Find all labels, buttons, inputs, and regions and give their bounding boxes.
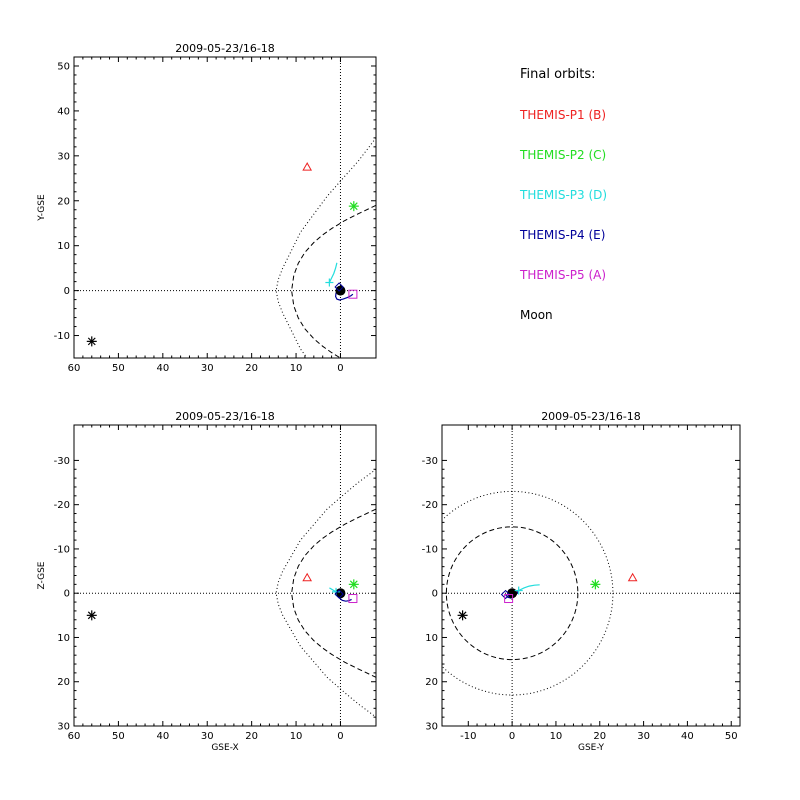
legend-item-p4: THEMIS-P4 (E) <box>520 228 606 242</box>
orbit-themis-p3-d <box>328 262 338 283</box>
x-tick-label: 40 <box>156 731 169 742</box>
panel-title: 2009-05-23/16-18 <box>541 410 641 423</box>
marker-stroke <box>349 202 358 211</box>
earth-marker <box>335 285 346 296</box>
y-tick-label: 10 <box>57 241 70 252</box>
marker-stroke <box>591 580 600 589</box>
marker-themis-p5-a <box>348 594 358 604</box>
marker-themis-p2-c <box>348 579 359 590</box>
x-tick-label: 50 <box>112 363 125 374</box>
x-tick-label: 50 <box>725 731 738 742</box>
legend-item-moon: Moon <box>520 308 553 322</box>
x-tick-label: 0 <box>509 731 515 742</box>
y-tick-label: 20 <box>57 196 70 207</box>
panel-bottom-left: 60 50 40 30 20 10 0 -30 -20 -10 0 10 20 30 2009-05-23/… <box>37 410 377 753</box>
marker-themis-p5-a <box>348 289 358 299</box>
panel-top-left: 60 50 40 30 20 10 0 -10 0 10 20 30 40 50 2009-05-23/16… <box>37 42 377 374</box>
x-tick-label: 20 <box>245 731 258 742</box>
bow-shock-curve <box>291 508 376 678</box>
plot-frame <box>73 56 377 359</box>
marker-themis-p1-b <box>627 572 638 582</box>
y-tick-label: -20 <box>54 500 70 511</box>
plot-frame <box>73 424 377 727</box>
marker-themis-p4-e <box>334 589 344 599</box>
x-tick-label: 30 <box>201 731 214 742</box>
y-tick-label: -10 <box>54 544 70 555</box>
y-tick-label: 10 <box>425 633 438 644</box>
x-tick-label: 20 <box>245 363 258 374</box>
marker-stroke <box>87 611 96 620</box>
x-tick-label: -10 <box>460 731 476 742</box>
plot-area <box>74 57 376 358</box>
x-tick-label: 10 <box>290 363 303 374</box>
y-tick-label: 0 <box>64 589 70 600</box>
marker-stroke <box>87 337 96 346</box>
x-tick-label: 30 <box>201 363 214 374</box>
bow-shock-circle <box>445 526 579 661</box>
magnetopause-circle <box>442 490 614 696</box>
y-tick-label: 30 <box>425 722 438 733</box>
y-tick-label: -10 <box>422 544 438 555</box>
y-tick-label: 20 <box>57 677 70 688</box>
x-tick-label: 20 <box>593 731 606 742</box>
y-tick-label: 20 <box>425 677 438 688</box>
y-tick-label: 0 <box>432 589 438 600</box>
marker-themis-p2-c <box>590 579 601 590</box>
x-tick-label: 60 <box>68 363 81 374</box>
legend-item-p5: THEMIS-P5 (A) <box>520 268 607 282</box>
y-tick-label: 10 <box>57 633 70 644</box>
y-tick-label: 30 <box>57 722 70 733</box>
y-tick-label: -30 <box>422 456 438 467</box>
marker-themis-p1-b <box>302 162 313 171</box>
y-tick-label: -30 <box>54 456 70 467</box>
y-tick-label: 0 <box>64 286 70 297</box>
x-tick-label: 10 <box>290 731 303 742</box>
marker-themis-p3-d <box>514 586 523 595</box>
legend-item-p3: THEMIS-P3 (D) <box>520 188 608 202</box>
marker-stroke <box>458 611 467 620</box>
marker-themis-p4-e <box>334 282 344 292</box>
legend: Final orbits: THEMIS-P1 (B) THEMIS-P2 (C… <box>520 66 780 346</box>
x-axis-label: GSE-Y <box>578 743 605 753</box>
panel-bottom-right: -10 0 10 20 30 40 50 -30 -20 -10 0 10 20 30 2009-05-23… <box>422 410 741 753</box>
x-tick-label: 10 <box>550 731 563 742</box>
marker-themis-p5-a <box>504 594 514 604</box>
earth-marker <box>507 588 518 599</box>
marker-stroke <box>349 580 358 589</box>
y-tick-label: -10 <box>54 331 70 342</box>
marker-moon <box>86 610 97 621</box>
x-tick-label: 0 <box>337 731 343 742</box>
plot-area <box>442 425 740 726</box>
x-tick-label: 40 <box>681 731 694 742</box>
plot-frame <box>441 424 741 727</box>
y-tick-label: 30 <box>57 151 70 162</box>
marker-moon <box>457 610 468 621</box>
bow-shock-curve <box>291 204 376 358</box>
y-tick-label: 50 <box>57 61 70 72</box>
legend-item-p2: THEMIS-P2 (C) <box>520 148 607 162</box>
x-tick-label: 30 <box>637 731 650 742</box>
marker-themis-p3-d <box>325 278 334 287</box>
orbit-themis-p3-d <box>518 584 540 592</box>
x-tick-label: 60 <box>68 731 81 742</box>
marker-themis-p4-e <box>500 589 511 600</box>
y-axis-label: Z-GSE <box>37 561 47 589</box>
marker-moon <box>86 336 97 347</box>
panel-title: 2009-05-23/16-18 <box>175 410 275 423</box>
legend-item-p1: THEMIS-P1 (B) <box>520 108 607 122</box>
legend-title: Final orbits: <box>520 67 596 82</box>
marker-themis-p2-c <box>348 201 359 212</box>
magnetopause-curve <box>275 468 376 718</box>
panel-title: 2009-05-23/16-18 <box>175 42 275 55</box>
y-tick-label: 40 <box>57 106 70 117</box>
x-tick-label: 50 <box>112 731 125 742</box>
plot-area <box>74 425 376 726</box>
x-tick-label: 40 <box>156 363 169 374</box>
marker-themis-p1-b <box>302 572 313 582</box>
y-tick-label: -20 <box>422 500 438 511</box>
x-tick-label: 0 <box>337 363 343 374</box>
y-axis-label: Y-GSE <box>37 194 47 222</box>
x-axis-label: GSE-X <box>211 743 238 753</box>
